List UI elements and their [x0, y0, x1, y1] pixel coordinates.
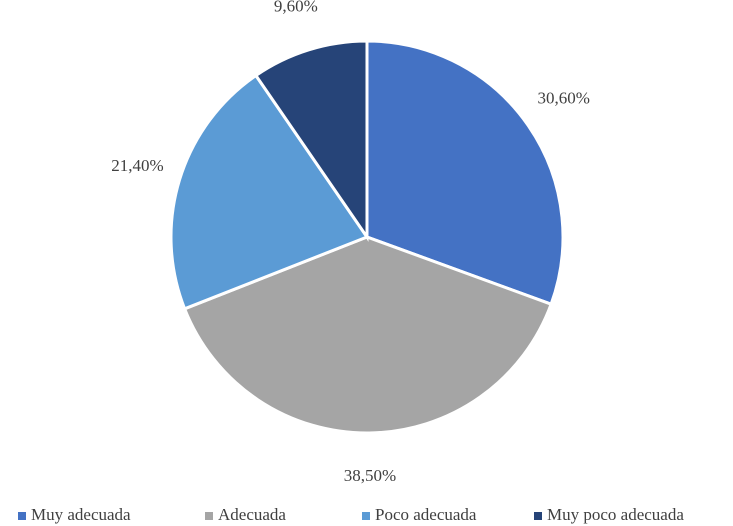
legend-swatch — [205, 512, 213, 520]
legend-swatch — [534, 512, 542, 520]
data-label: 30,60% — [537, 88, 589, 107]
pie-slice — [182, 235, 554, 435]
legend-label: Muy poco adecuada — [547, 505, 684, 524]
data-label: 38,50% — [344, 466, 396, 485]
legend-swatch — [18, 512, 26, 520]
pie-slice — [169, 73, 370, 311]
pie-slice — [253, 39, 369, 242]
legend-label: Adecuada — [218, 505, 286, 524]
legend-swatch — [362, 512, 370, 520]
pie-slice — [365, 39, 565, 307]
data-label: 9,60% — [274, 0, 318, 16]
data-label: 21,40% — [111, 156, 163, 175]
legend-label: Poco adecuada — [375, 505, 477, 524]
legend-label: Muy adecuada — [31, 505, 131, 524]
